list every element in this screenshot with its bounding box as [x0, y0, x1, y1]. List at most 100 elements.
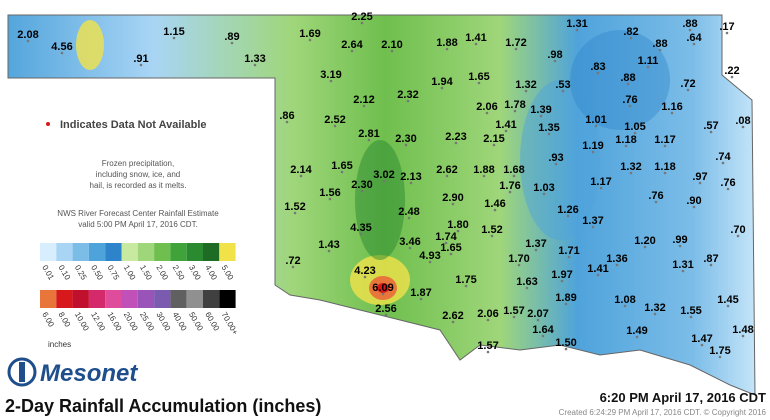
station-dot	[230, 41, 234, 45]
station-dot	[508, 190, 512, 194]
station-value: 1.26	[557, 204, 578, 216]
station-dot	[350, 49, 354, 53]
station-dot	[542, 192, 546, 196]
legend-label: 0.10	[57, 264, 73, 282]
station-dot	[390, 49, 394, 53]
station-dot	[504, 129, 508, 133]
station-dot	[454, 141, 458, 145]
legend-label: 60.00	[203, 311, 221, 333]
frozen-note: including snow, ice, and	[96, 170, 181, 179]
station-dot	[547, 132, 551, 136]
station-value: 1.87	[410, 287, 431, 299]
legend-label: 8.00	[57, 311, 73, 329]
station-dot	[615, 263, 619, 267]
station-value: 1.46	[484, 198, 505, 210]
station-dot	[663, 171, 667, 175]
station-value: 1.18	[654, 161, 675, 173]
station-dot	[60, 51, 64, 55]
legend-swatch	[137, 243, 155, 261]
station-dot	[525, 286, 529, 290]
station-dot	[360, 189, 364, 193]
legend-swatch	[137, 290, 155, 308]
station-value: .53	[555, 79, 570, 91]
station-dot	[541, 334, 545, 338]
station-value: .70	[730, 224, 745, 236]
station-value: 2.08	[17, 29, 38, 41]
legend-label: 12.00	[89, 311, 107, 333]
station-value: 1.11	[638, 55, 659, 67]
na-dot	[46, 122, 50, 126]
station-dot	[451, 320, 455, 324]
station-dot	[721, 161, 725, 165]
station-dot	[700, 343, 704, 347]
station-dot	[293, 211, 297, 215]
legend-label: 1.50	[138, 264, 154, 282]
station-value: 1.52	[284, 201, 305, 213]
station-value: 1.08	[614, 294, 635, 306]
station-dot	[409, 181, 413, 185]
station-dot	[539, 114, 543, 118]
station-dot	[482, 174, 486, 178]
station-value: 4.56	[51, 41, 72, 53]
station-value: 1.74	[435, 231, 457, 243]
station-dot	[253, 63, 257, 67]
station-value: 1.75	[709, 345, 730, 357]
station-value: 1.64	[532, 324, 554, 336]
station-value: 1.17	[654, 134, 675, 146]
station-value: .76	[648, 190, 663, 202]
station-dot	[464, 284, 468, 288]
station-value: 2.06	[476, 101, 497, 113]
station-value: .88	[652, 38, 667, 50]
station-dot	[575, 28, 579, 32]
station-dot	[285, 120, 289, 124]
station-dot	[726, 304, 730, 308]
estimate-note: NWS River Forecast Center Rainfall Estim…	[57, 209, 219, 218]
legend-swatch	[105, 243, 122, 261]
station-dot	[485, 111, 489, 115]
station-dot	[725, 31, 729, 35]
station-dot	[474, 42, 478, 46]
station-value: .87	[703, 253, 718, 265]
station-dot	[594, 124, 598, 128]
station-dot	[643, 245, 647, 249]
station-value: 1.37	[525, 238, 546, 250]
frozen-note: Frozen precipitation,	[102, 159, 174, 168]
station-dot	[653, 312, 657, 316]
station-dot	[678, 244, 682, 248]
station-dot	[646, 65, 650, 69]
station-dot	[445, 47, 449, 51]
station-value: 1.48	[732, 324, 753, 336]
frozen-note: hail, is recorded as it melts.	[90, 181, 187, 190]
station-value: .82	[623, 26, 638, 38]
station-dot	[554, 162, 558, 166]
station-dot	[382, 179, 386, 183]
station-value: 3.19	[320, 69, 341, 81]
station-value: .72	[680, 78, 695, 90]
station-value: 1.43	[318, 239, 339, 251]
station-value: 1.75	[455, 274, 476, 286]
station-dot	[404, 143, 408, 147]
legend-label: 20.00	[122, 311, 140, 333]
mesonet-logo	[7, 357, 37, 387]
station-value: 1.56	[319, 187, 340, 199]
station-value: 1.50	[555, 337, 576, 349]
legend-swatch	[203, 243, 220, 261]
station-dot	[599, 186, 603, 190]
station-value: 2.30	[351, 179, 372, 191]
station-value: 1.63	[516, 276, 537, 288]
station-dot	[681, 269, 685, 273]
legend-label: 25.00	[138, 311, 156, 333]
station-value: 2.13	[400, 171, 421, 183]
station-dot	[308, 38, 312, 42]
station-dot	[566, 214, 570, 218]
station-value: 1.97	[551, 269, 572, 281]
station-value: .98	[547, 49, 562, 61]
station-value: 1.31	[672, 259, 693, 271]
station-dot	[512, 315, 516, 319]
station-dot	[561, 89, 565, 93]
station-value: .97	[692, 171, 707, 183]
station-dot	[596, 273, 600, 277]
station-dot	[534, 248, 538, 252]
station-dot	[359, 232, 363, 236]
station-dot	[730, 75, 734, 79]
